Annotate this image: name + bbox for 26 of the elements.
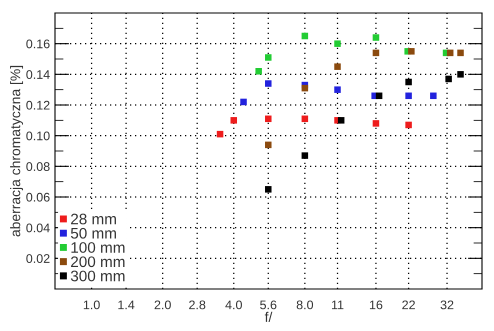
y-tick-label: 0.16 <box>26 39 50 48</box>
x-tick-label: 1.0 <box>84 300 100 310</box>
x-tick-label: 32 <box>440 300 454 310</box>
x-tick-label: 11 <box>332 300 344 310</box>
x-tick-label: 22 <box>402 300 415 310</box>
x-tick-label: 1.4 <box>118 300 134 310</box>
x-tick-label: 8.0 <box>296 300 314 310</box>
legend-label: 50 mm <box>70 228 116 239</box>
x-tick-label: 2.8 <box>189 300 206 310</box>
legend-label: 28 mm <box>71 214 116 224</box>
legend-label: 100 mm <box>71 242 124 253</box>
y-tick-label: 0.04 <box>26 223 50 232</box>
legend-label: 300 mm <box>70 270 124 282</box>
y-tick-label: 0.10 <box>26 131 50 140</box>
y-axis-title: aberracja chromatyczna [%] <box>10 66 24 236</box>
x-tick-label: 16 <box>370 300 382 310</box>
y-tick-label: 0.14 <box>26 70 50 79</box>
legend-label: 200 mm <box>71 256 124 268</box>
y-tick-label: 0.12 <box>26 100 50 110</box>
x-tick-label: 4.0 <box>225 300 242 310</box>
x-tick-label: 2.0 <box>154 300 171 310</box>
y-tick-label: 0.08 <box>26 162 50 171</box>
y-tick-label: 0.06 <box>26 192 50 202</box>
x-tick-label: 5.6 <box>260 300 276 310</box>
x-axis-title: f/ <box>264 312 272 322</box>
y-tick-label: 0.02 <box>26 254 50 263</box>
